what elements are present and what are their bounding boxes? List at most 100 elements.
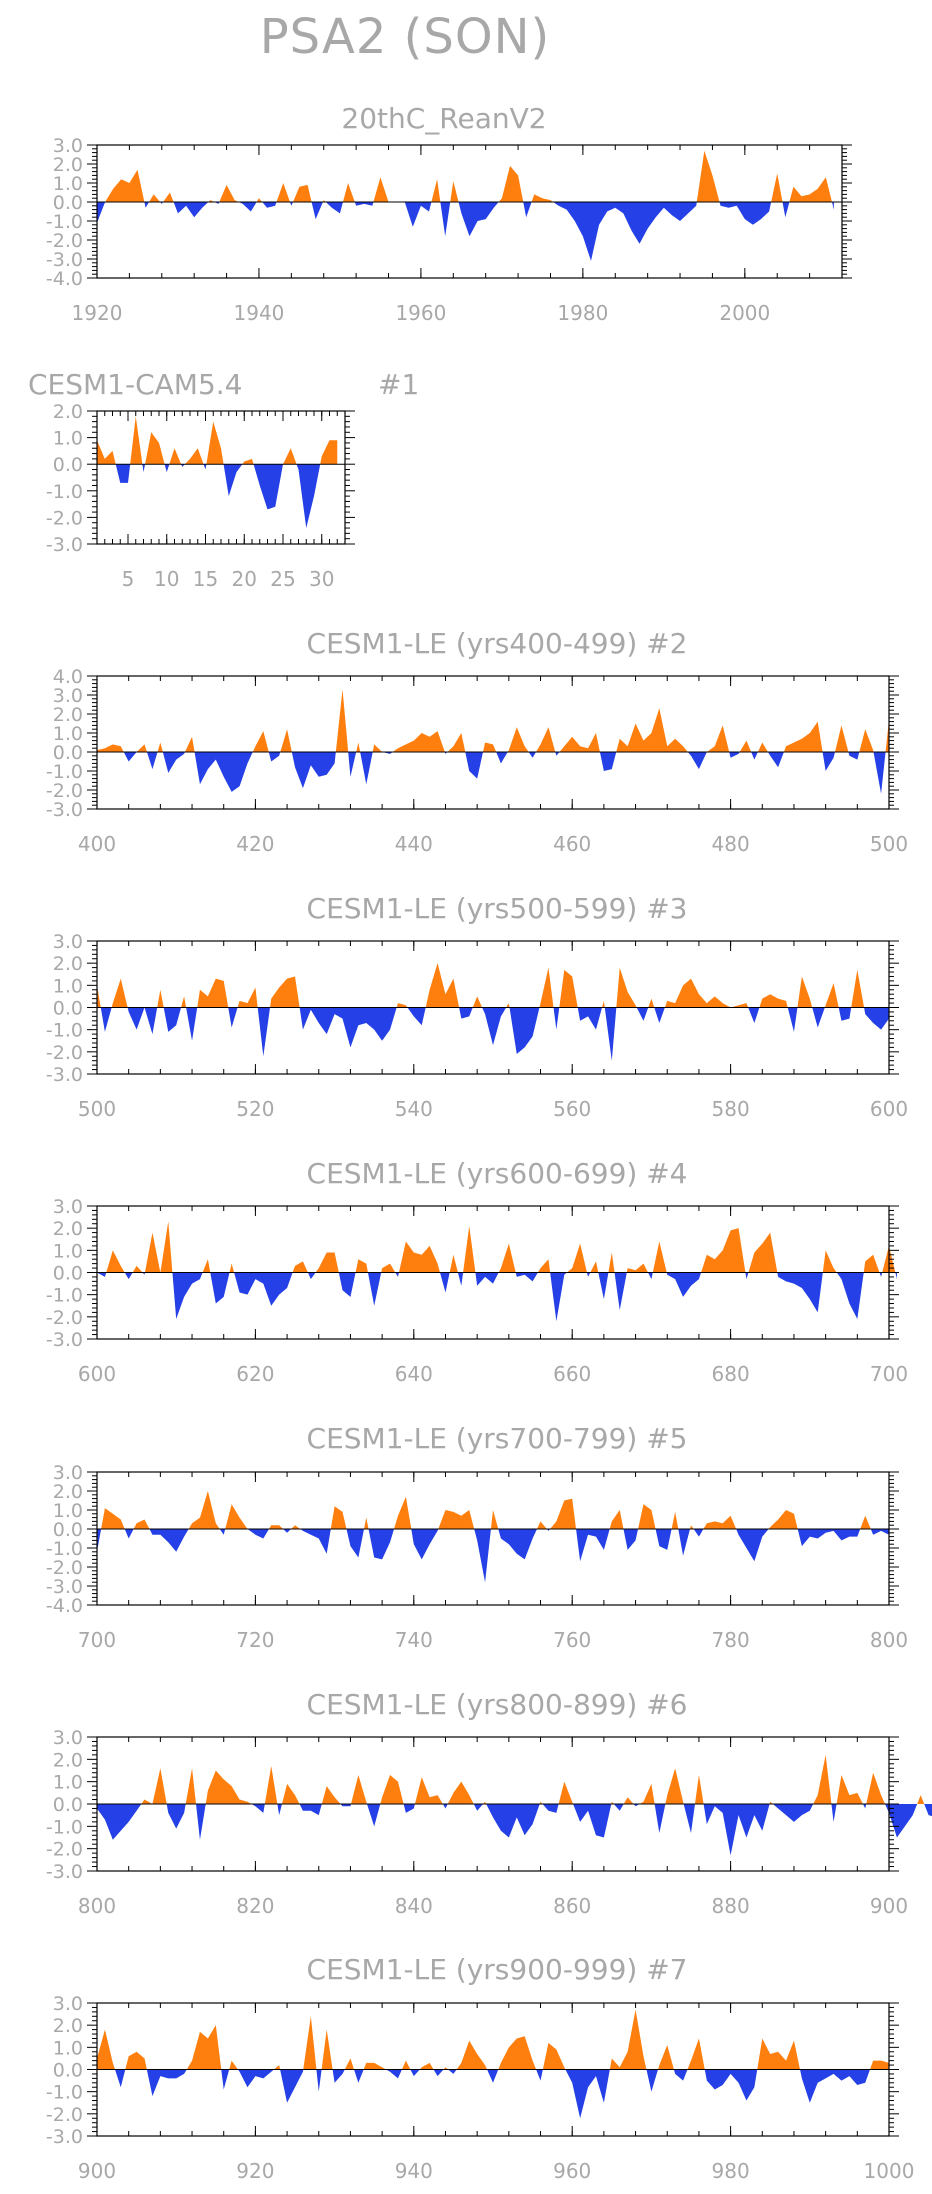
- y-tick-label: -4.0: [46, 1595, 83, 1617]
- x-tick-label: 420: [236, 832, 274, 856]
- panel-title: CESM1-CAM5.4: [28, 368, 242, 401]
- positive-area: [97, 1754, 932, 1804]
- panels: 20thC_ReanV23.02.01.00.0-1.0-2.0-3.0-4.0…: [28, 102, 932, 2183]
- panel-title: CESM1-LE (yrs800-899) #6: [307, 1688, 688, 1721]
- panel-title: CESM1-LE (yrs400-499) #2: [307, 627, 688, 660]
- positive-area: [97, 416, 338, 465]
- negative-area: [97, 464, 338, 529]
- y-tick-label: -2.0: [46, 230, 83, 252]
- y-tick-label: -1.0: [46, 481, 83, 503]
- y-tick-label: 4.0: [53, 666, 83, 688]
- x-tick-label: 1000: [864, 2159, 915, 2183]
- y-tick-label: -3.0: [46, 1576, 83, 1598]
- x-tick-label: 580: [712, 1097, 750, 1121]
- chart-panel-4: CESM1-LE (yrs500-599) #3 3.02.01.00.0-1.0…: [46, 892, 908, 1121]
- negative-area: [97, 2069, 889, 2119]
- x-tick-label: 560: [553, 1097, 591, 1121]
- x-tick-label: 1980: [557, 301, 608, 325]
- x-tick-label: 700: [78, 1628, 116, 1652]
- y-tick-label: 2.0: [53, 401, 83, 423]
- chart-panel-5: CESM1-LE (yrs600-699) #4 3.02.01.00.0-1.0…: [46, 1157, 908, 1386]
- y-tick-label: 3.0: [53, 1993, 83, 2015]
- y-tick-label: -3.0: [46, 1329, 83, 1351]
- y-tick-label: -3.0: [46, 799, 83, 821]
- x-tick-label: 460: [553, 832, 591, 856]
- y-tick-label: -2.0: [46, 1307, 83, 1329]
- negative-area: [97, 1529, 889, 1583]
- y-tick-label: -3.0: [46, 1861, 83, 1883]
- x-tick-label: 860: [553, 1894, 591, 1918]
- figure-title: PSA2 (SON): [260, 9, 551, 65]
- x-tick-label: 10: [154, 567, 179, 591]
- x-tick-label: 5: [122, 567, 135, 591]
- x-tick-label: 500: [870, 832, 908, 856]
- plot-frame: [96, 144, 843, 279]
- negative-area: [97, 1007, 889, 1061]
- x-tick-label: 640: [395, 1362, 433, 1386]
- x-tick-label: 1920: [72, 301, 123, 325]
- x-tick-label: 620: [236, 1362, 274, 1386]
- y-tick-label: -2.0: [46, 1839, 83, 1861]
- x-tick-label: 760: [553, 1628, 591, 1652]
- x-tick-label: 500: [78, 1097, 116, 1121]
- x-tick-label: 820: [236, 1894, 274, 1918]
- y-tick-label: 1.0: [53, 723, 83, 745]
- y-tick-label: 1.0: [53, 1240, 83, 1262]
- y-tick-label: -3.0: [46, 1064, 83, 1086]
- x-tick-label: 840: [395, 1894, 433, 1918]
- y-tick-label: -4.0: [46, 268, 83, 290]
- y-tick-label: 3.0: [53, 1196, 83, 1218]
- x-tick-label: 1940: [234, 301, 285, 325]
- x-tick-label: 600: [870, 1097, 908, 1121]
- x-tick-label: 880: [712, 1894, 750, 1918]
- y-tick-label: 1.0: [53, 173, 83, 195]
- x-tick-label: 540: [395, 1097, 433, 1121]
- positive-area: [97, 150, 834, 202]
- negative-area: [97, 1804, 932, 1856]
- chart-panel-8: CESM1-LE (yrs900-999) #7 3.02.01.00.0-1.0…: [46, 1953, 915, 2183]
- x-tick-label: 660: [553, 1362, 591, 1386]
- y-tick-label: 2.0: [53, 704, 83, 726]
- x-tick-label: 960: [553, 2159, 591, 2183]
- x-tick-label: 520: [236, 1097, 274, 1121]
- x-tick-label: 940: [395, 2159, 433, 2183]
- positive-area: [97, 1221, 897, 1273]
- y-tick-label: -1.0: [46, 1538, 83, 1560]
- panel-title: CESM1-LE (yrs600-699) #4: [307, 1157, 688, 1190]
- x-tick-label: 480: [712, 832, 750, 856]
- x-tick-label: 400: [78, 832, 116, 856]
- chart-panel-7: CESM1-LE (yrs800-899) #6 3.02.01.00.0-1.0…: [46, 1688, 932, 1918]
- y-tick-label: -3.0: [46, 534, 83, 556]
- y-tick-label: -2.0: [46, 2104, 83, 2126]
- y-tick-label: 0.0: [53, 2060, 83, 2082]
- positive-area: [97, 963, 889, 1008]
- y-tick-label: 1.0: [53, 2037, 83, 2059]
- y-tick-label: -1.0: [46, 1816, 83, 1838]
- y-tick-label: 0.0: [53, 1794, 83, 1816]
- y-tick-label: 1.0: [53, 1772, 83, 1794]
- x-tick-label: 600: [78, 1362, 116, 1386]
- y-tick-label: -1.0: [46, 1020, 83, 1042]
- chart-panel-1: 20thC_ReanV2 3.02.01.00.0-1.0-2.0-3.0-4.0…: [46, 102, 852, 325]
- x-tick-label: 2000: [719, 301, 770, 325]
- panel-title: CESM1-LE (yrs700-799) #5: [307, 1422, 688, 1455]
- plot-frame: [96, 1471, 890, 1606]
- positive-area: [97, 1491, 889, 1529]
- x-tick-label: 680: [712, 1362, 750, 1386]
- plot-frame: [96, 675, 890, 810]
- panel-title: CESM1-LE (yrs900-999) #7: [307, 1953, 688, 1986]
- y-tick-label: 1.0: [53, 975, 83, 997]
- y-tick-label: 0.0: [53, 742, 83, 764]
- x-tick-label: 900: [78, 2159, 116, 2183]
- y-tick-label: 3.0: [53, 931, 83, 953]
- y-tick-label: 0.0: [53, 1263, 83, 1285]
- y-tick-label: -1.0: [46, 2082, 83, 2104]
- positive-area: [97, 689, 889, 752]
- y-tick-label: -1.0: [46, 211, 83, 233]
- x-tick-label: 900: [870, 1894, 908, 1918]
- y-tick-label: -1.0: [46, 1285, 83, 1307]
- y-tick-label: 3.0: [53, 135, 83, 157]
- x-tick-label: 740: [395, 1628, 433, 1652]
- y-tick-label: -2.0: [46, 507, 83, 529]
